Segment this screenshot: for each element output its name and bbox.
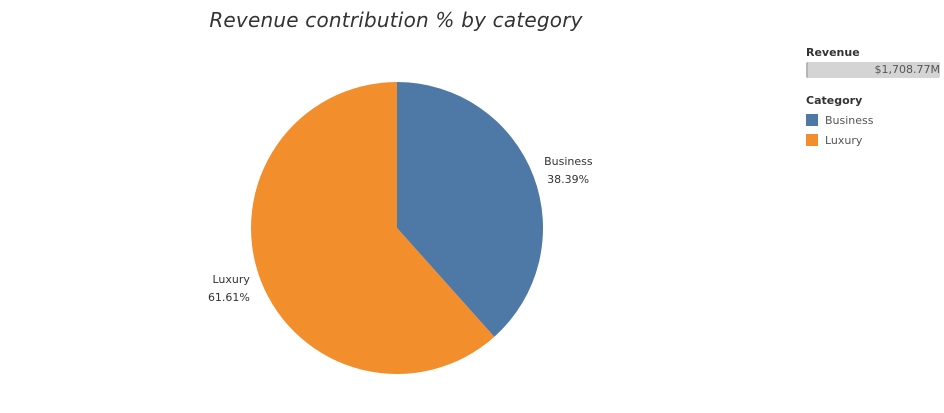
pie-slices	[251, 82, 544, 374]
pie-slice-business[interactable]	[397, 82, 544, 337]
revenue-legend-heading: Revenue	[806, 46, 860, 59]
legend-label-luxury: Luxury	[825, 133, 863, 147]
pie-labels: Business 38.39% Luxury 61.61%	[208, 155, 593, 304]
legend-item-business[interactable]: Business	[806, 110, 942, 130]
slice-category-name: Business	[544, 155, 593, 168]
chart-title: Revenue contribution % by category	[209, 8, 583, 32]
legend-item-luxury[interactable]: Luxury	[806, 130, 942, 150]
legend-label-business: Business	[825, 113, 874, 127]
slice-percent-value: 38.39%	[547, 173, 589, 186]
slice-category-name: Luxury	[212, 273, 250, 286]
legend: Revenue $1,708.77M Category Business Lux…	[806, 46, 942, 150]
pie-slice-luxury[interactable]	[251, 82, 495, 374]
revenue-size-bar: $1,708.77M	[806, 62, 940, 78]
slice-percent-value: 61.61%	[208, 291, 250, 304]
category-legend-heading: Category	[806, 94, 863, 107]
business-color-swatch	[806, 114, 818, 126]
slice-label-business: Business 38.39%	[544, 155, 593, 186]
luxury-color-swatch	[806, 134, 818, 146]
revenue-total-value: $1,708.77M	[874, 63, 940, 76]
slice-label-luxury: Luxury 61.61%	[208, 273, 250, 304]
